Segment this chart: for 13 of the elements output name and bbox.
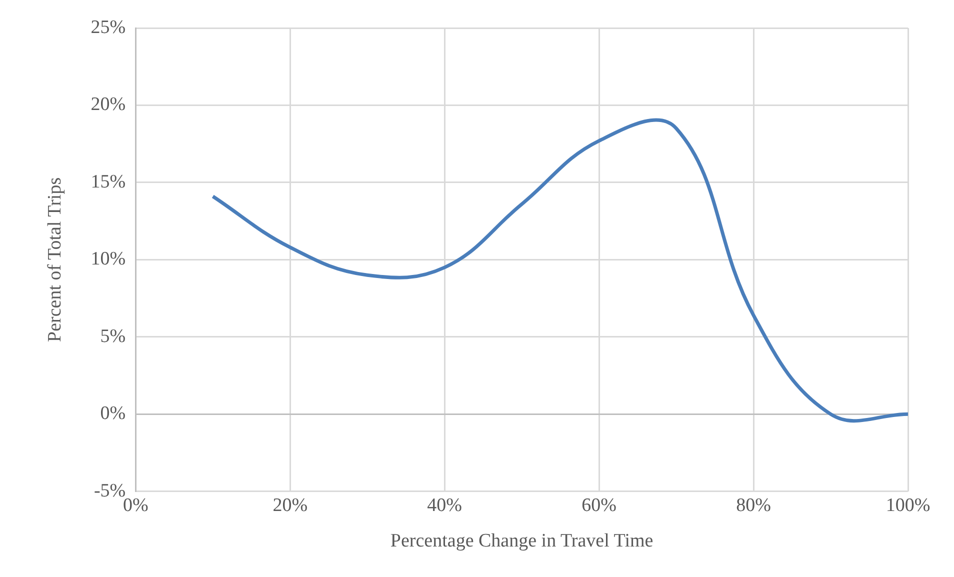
y-tick-label: 10% [90, 248, 126, 270]
x-tick-label: 60% [582, 494, 617, 516]
y-tick-label: 20% [90, 94, 126, 116]
y-tick-label: 0% [100, 403, 126, 424]
y-tick-label: 5% [100, 326, 126, 347]
y-tick-label: 25% [90, 16, 126, 38]
x-tick-label: 40% [427, 494, 462, 516]
x-tick-label: 20% [272, 494, 308, 516]
y-axis-title: Percent of Total Trips [44, 177, 66, 342]
x-tick-label: 100% [886, 494, 930, 516]
x-axis-title: Percentage Change in Travel Time [390, 530, 654, 552]
x-tick-label: 80% [736, 494, 772, 516]
y-tick-label: 15% [90, 171, 126, 192]
